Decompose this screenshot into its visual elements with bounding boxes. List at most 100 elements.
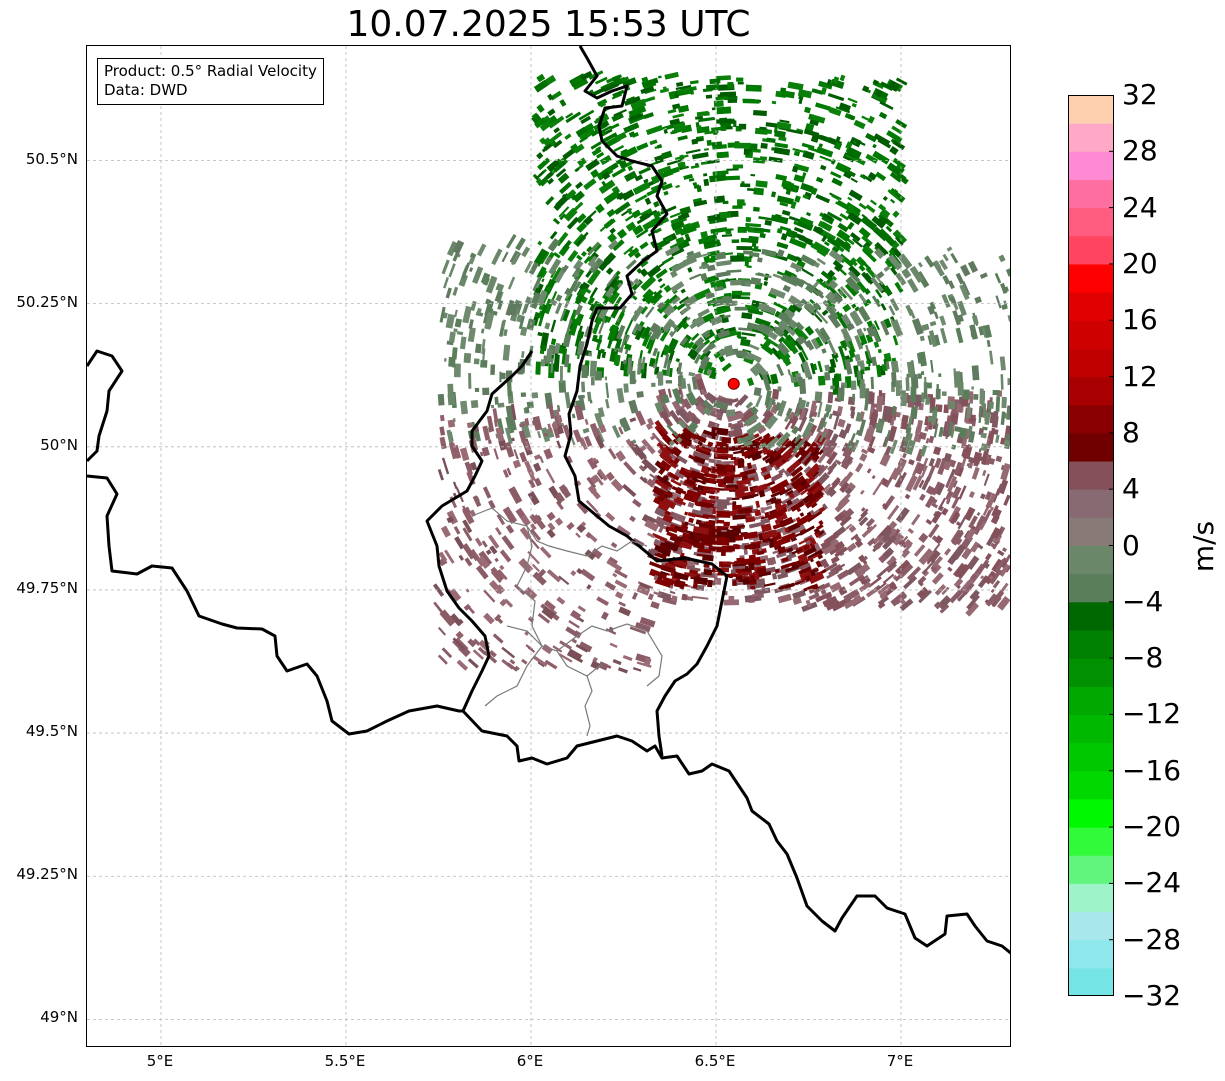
echo-pixel [787, 369, 792, 376]
echo-pixel [925, 396, 930, 405]
echo-pixel [776, 249, 785, 258]
echo-pixel [887, 581, 897, 590]
echo-pixel [949, 511, 960, 525]
echo-pixel [843, 171, 852, 180]
echo-pixel [851, 393, 856, 402]
echo-pixel [439, 436, 446, 445]
echo-pixel [885, 361, 890, 370]
echo-pixel [824, 403, 833, 413]
echo-pixel [838, 102, 852, 112]
echo-pixel [954, 461, 963, 475]
echo-pixel [652, 347, 659, 357]
echo-pixel [693, 184, 700, 189]
echo-pixel [767, 509, 784, 521]
echo-pixel [706, 368, 713, 376]
echo-pixel [700, 509, 707, 514]
echo-pixel [814, 336, 824, 348]
echo-pixel [727, 82, 734, 89]
echo-pixel [476, 243, 487, 257]
echo-pixel [1005, 267, 1010, 277]
echo-pixel [550, 358, 554, 374]
echo-pixel [828, 479, 841, 493]
echo-pixel [769, 543, 775, 549]
echo-pixel [671, 595, 678, 602]
echo-pixel [936, 590, 942, 595]
echo-pixel [745, 401, 754, 409]
echo-pixel [701, 538, 718, 545]
echo-pixel [490, 364, 496, 375]
echo-pixel [826, 211, 843, 222]
echo-pixel [697, 541, 713, 547]
echo-pixel [856, 328, 864, 337]
echo-pixel [672, 457, 680, 466]
echo-pixel [891, 125, 903, 135]
echo-pixel [475, 565, 489, 580]
echo-pixel [532, 514, 546, 530]
echo-pixel [592, 459, 600, 466]
echo-pixel [463, 352, 472, 364]
echo-pixel [880, 82, 898, 92]
echo-pixel [784, 565, 799, 573]
echo-pixel [663, 490, 674, 498]
echo-pixel [850, 533, 859, 541]
echo-pixel [716, 251, 726, 260]
echo-pixel [776, 241, 789, 250]
echo-pixel [746, 322, 765, 332]
echo-pixel [641, 356, 646, 370]
echo-pixel [918, 351, 928, 367]
echo-pixel [675, 357, 681, 363]
border-germany-belgium-lux [563, 46, 729, 757]
echo-pixel [546, 569, 562, 583]
echo-pixel [654, 577, 672, 588]
echo-pixel [858, 419, 867, 437]
echo-pixel [919, 335, 925, 342]
echo-pixel [707, 217, 718, 222]
echo-pixel [885, 225, 893, 233]
echo-pixel [448, 517, 454, 523]
echo-pixel [955, 272, 965, 285]
echo-pixel [452, 637, 466, 651]
echo-pixel [724, 175, 740, 181]
echo-pixel [611, 93, 623, 100]
echo-pixel [821, 234, 828, 243]
colorbar-segment [1068, 827, 1114, 856]
echo-pixel [659, 496, 677, 510]
echo-pixel [575, 317, 582, 323]
data-source-label: Data: DWD [104, 81, 188, 99]
echo-pixel [753, 187, 764, 196]
echo-pixel [858, 293, 868, 304]
country-borders [87, 46, 1010, 955]
echo-pixel [940, 327, 948, 344]
echo-pixel [799, 488, 810, 496]
echo-pixel [846, 442, 854, 450]
echo-pixel [520, 514, 531, 527]
echo-pixel [726, 411, 745, 423]
echo-pixel [642, 219, 656, 231]
echo-pixel [888, 528, 898, 538]
echo-pixel [521, 351, 525, 358]
echo-pixel [777, 484, 786, 494]
echo-pixel [619, 417, 631, 433]
echo-pixel [526, 401, 534, 409]
echo-pixel [695, 519, 702, 526]
echo-pixel [815, 309, 829, 325]
echo-pixel [559, 213, 567, 221]
echo-pixel [683, 493, 699, 504]
radar-map[interactable] [86, 45, 1011, 1047]
echo-pixel [577, 157, 587, 167]
echo-pixel [776, 434, 782, 439]
echo-pixel [673, 572, 689, 581]
echo-pixel [956, 563, 971, 580]
echo-pixel [607, 239, 619, 250]
echo-pixel [718, 455, 728, 460]
echo-pixel [842, 330, 849, 339]
echo-pixel [611, 425, 621, 439]
echo-pixel [799, 512, 805, 517]
echo-pixel [792, 589, 807, 600]
echo-pixel [781, 331, 792, 342]
echo-pixel [739, 578, 752, 583]
echo-pixel [738, 123, 747, 130]
echo-pixel [779, 202, 789, 207]
echo-pixel [649, 139, 658, 146]
colorbar-tick-label: −24 [1122, 866, 1182, 900]
